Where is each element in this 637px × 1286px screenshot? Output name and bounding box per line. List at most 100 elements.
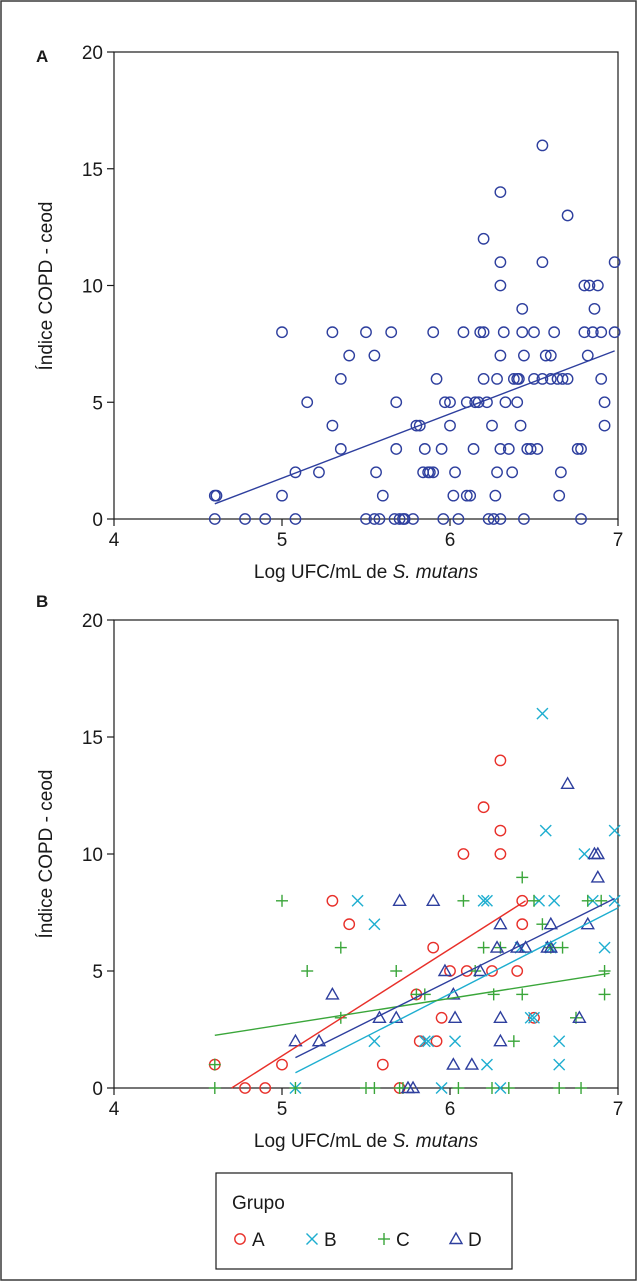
panel-a-point [506, 466, 519, 479]
panel-a-x-axis-title-main: Log UFC/mL de [254, 562, 393, 583]
panel-a-point [528, 326, 540, 339]
panel-b-point-A [276, 1058, 288, 1071]
panel-a-point [608, 326, 621, 339]
panel-b-point-D [425, 893, 441, 906]
triangle-icon [448, 1231, 464, 1245]
panel-a-point [516, 326, 529, 339]
panel-b-point-B [368, 1035, 381, 1048]
panel-a-point [494, 443, 507, 455]
panel-a-x-tick-label: 4 [109, 530, 120, 551]
panel-b-point-A [259, 1082, 272, 1094]
panel-b-point-C [487, 988, 500, 1001]
panel-b-point-D [446, 1057, 461, 1070]
panel-b-point-C [536, 918, 549, 931]
panel-b-point-D [493, 916, 508, 930]
panel-a-point [370, 466, 382, 479]
x-icon [306, 1233, 318, 1245]
panel-b-point-D [489, 940, 505, 953]
panel-a-y-tick-label: 0 [92, 510, 103, 531]
panel-a-point [313, 466, 325, 479]
panel-b-point-B [608, 824, 621, 837]
legend-item-B: B [306, 1230, 337, 1251]
panel-a-point [334, 372, 347, 385]
panel-b-point-C [452, 1082, 465, 1094]
panel-b-point-B [608, 894, 621, 907]
panel-b-point-C [528, 894, 540, 907]
panel-a-point [457, 326, 470, 339]
legend-label-A: A [252, 1230, 265, 1251]
panel-a-point [208, 513, 221, 525]
panel-b-point-C [390, 965, 403, 977]
panel-a-point [477, 232, 490, 245]
panel-b-point-B [480, 1058, 493, 1071]
panel-b-fit-line-C [214, 972, 610, 1037]
panel-a-point [512, 372, 525, 385]
panel-a-point [449, 466, 461, 479]
panel-a-point [452, 513, 465, 525]
panel-a-point [486, 419, 498, 432]
panel-b-point-A [430, 1035, 443, 1048]
panel-b-y-tick-label: 20 [82, 611, 103, 632]
panel-a-point [390, 396, 403, 409]
panel-b-point-C [457, 894, 470, 907]
panel-a-point [427, 326, 440, 339]
panel-b-point-B [494, 1082, 507, 1094]
panel-b-point-C [598, 965, 611, 977]
panel-a-point [491, 372, 503, 385]
panel-a-y-tick-label: 20 [82, 43, 103, 64]
panel-a-point [595, 372, 608, 385]
panel-b-point-C [301, 965, 314, 977]
plot-a: 0 5 10 15 20 4 5 6 7 [82, 43, 623, 551]
panel-b-point-B [449, 1035, 462, 1048]
panel-a-point [536, 256, 549, 269]
panel-b-point-A [494, 754, 507, 767]
panel-a-point [343, 349, 356, 362]
panel-a-point [407, 513, 419, 525]
panel-b-point-C [368, 1082, 381, 1094]
panel-a-series [208, 139, 621, 525]
panel-a-point [494, 256, 507, 269]
panel-a-point [326, 419, 339, 432]
panel-a-y-tick-label: 10 [82, 277, 103, 298]
panel-a-point [487, 513, 500, 525]
legend-items: A B C D [234, 1230, 482, 1251]
panel-a-point [276, 326, 288, 339]
panel-a-point [553, 489, 566, 502]
panel-b-point-B [422, 1035, 435, 1048]
panel-b-point-C [556, 941, 569, 954]
panel-a-point [561, 209, 574, 222]
panel-b-point-B [435, 1082, 448, 1094]
panel-a-y-axis-title: Índice COPD - ceod [36, 202, 57, 371]
panel-a-x-tick-label: 5 [277, 530, 288, 551]
panel-a-point [393, 513, 406, 525]
panel-a-point [561, 372, 574, 385]
panel-b-point-B [477, 894, 490, 907]
panel-a-point [494, 186, 507, 199]
panel-a-point [499, 396, 512, 409]
panel-a-point [427, 466, 440, 479]
panel-a-point [608, 256, 621, 269]
panel-b-point-C [486, 1082, 498, 1094]
panel-b-x-tick-label: 6 [445, 1099, 456, 1120]
panel-b-point-A [516, 894, 529, 907]
panel-b-series-C [208, 871, 611, 1094]
panel-b-point-C [516, 871, 529, 884]
panel-a-point [368, 513, 381, 525]
panel-a: A 0 5 10 15 20 4 5 6 7 Índice COPD - ceod Log UF… [36, 43, 623, 583]
panel-a-point [578, 326, 591, 339]
panel-b-point-A [343, 918, 356, 931]
panel-b-point-A [494, 824, 507, 837]
panel-a-point [413, 419, 426, 432]
panel-b-point-A [477, 801, 490, 814]
legend-box [215, 1172, 513, 1270]
panel-a-point [444, 419, 456, 432]
panel-b-letter: B [36, 592, 48, 611]
panel-b-point-C [276, 894, 288, 907]
panel-a-point [494, 513, 507, 525]
panel-b-point-B [368, 918, 381, 931]
panel-a-point [430, 372, 443, 385]
panel-b-x-axis-title: Log UFC/mL de S. mutans [254, 1131, 479, 1152]
panel-a-point [514, 419, 527, 432]
panel-a-point [368, 349, 381, 362]
